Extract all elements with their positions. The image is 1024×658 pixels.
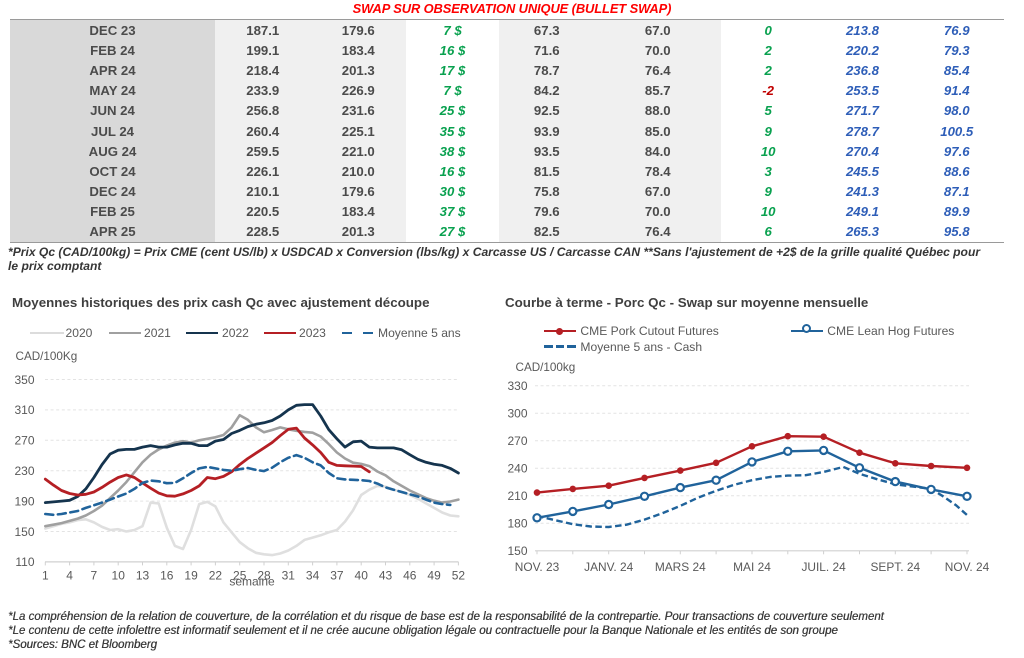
svg-text:19: 19 xyxy=(184,569,198,583)
svg-text:49: 49 xyxy=(427,569,441,583)
svg-text:52: 52 xyxy=(452,569,466,583)
svg-text:NOV. 23: NOV. 23 xyxy=(515,560,560,574)
svg-text:230: 230 xyxy=(14,464,34,478)
svg-text:310: 310 xyxy=(14,403,34,417)
svg-text:150: 150 xyxy=(14,525,34,539)
svg-text:SEPT. 24: SEPT. 24 xyxy=(871,560,921,574)
svg-text:240: 240 xyxy=(507,462,527,476)
svg-text:43: 43 xyxy=(379,569,393,583)
svg-text:270: 270 xyxy=(14,434,34,448)
svg-text:25: 25 xyxy=(233,569,247,583)
svg-text:34: 34 xyxy=(306,569,320,583)
svg-text:46: 46 xyxy=(403,569,417,583)
svg-text:4: 4 xyxy=(66,569,73,583)
svg-text:270: 270 xyxy=(507,434,527,448)
svg-text:180: 180 xyxy=(507,517,527,531)
svg-text:NOV. 24: NOV. 24 xyxy=(945,560,990,574)
svg-text:MAI 24: MAI 24 xyxy=(733,560,771,574)
svg-text:330: 330 xyxy=(507,379,527,393)
svg-text:16: 16 xyxy=(160,569,174,583)
svg-text:JANV. 24: JANV. 24 xyxy=(584,560,634,574)
svg-text:40: 40 xyxy=(355,569,369,583)
svg-text:7: 7 xyxy=(91,569,98,583)
svg-text:28: 28 xyxy=(257,569,271,583)
svg-text:110: 110 xyxy=(15,555,34,569)
svg-text:22: 22 xyxy=(209,569,223,583)
svg-text:150: 150 xyxy=(507,544,527,558)
svg-text:210: 210 xyxy=(507,489,527,503)
svg-text:MARS 24: MARS 24 xyxy=(655,560,706,574)
svg-text:1: 1 xyxy=(42,569,49,583)
svg-text:300: 300 xyxy=(507,407,527,421)
svg-text:10: 10 xyxy=(112,569,126,583)
svg-text:31: 31 xyxy=(282,569,296,583)
svg-text:JUIL. 24: JUIL. 24 xyxy=(801,560,846,574)
svg-text:semaine: semaine xyxy=(229,574,275,588)
svg-text:350: 350 xyxy=(14,373,34,387)
svg-text:37: 37 xyxy=(330,569,344,583)
svg-text:190: 190 xyxy=(14,494,34,508)
svg-text:13: 13 xyxy=(136,569,150,583)
